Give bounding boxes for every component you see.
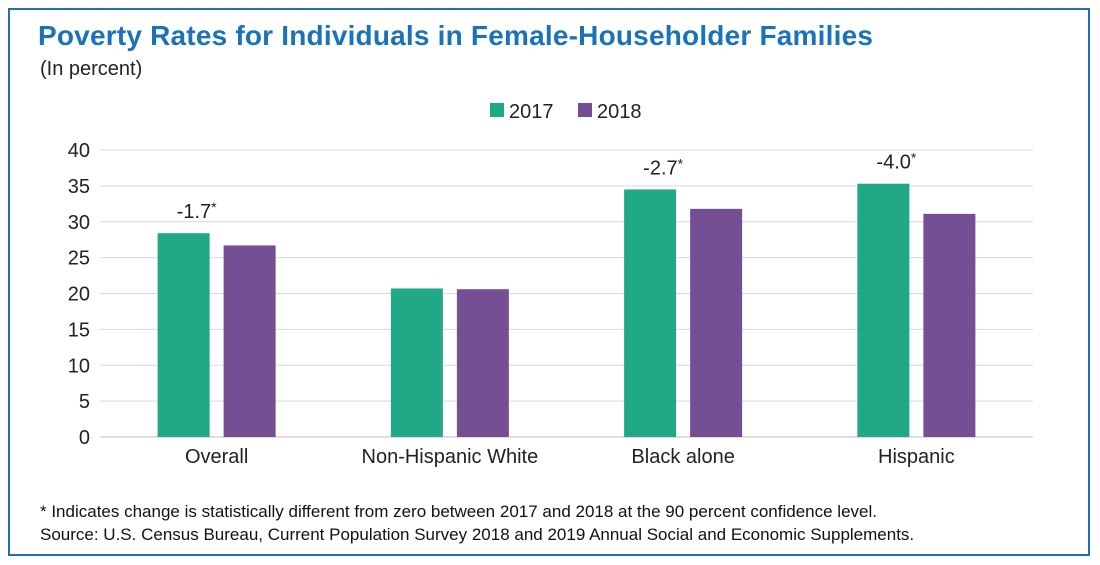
chart-notes: * Indicates change is statistically diff… [40, 500, 914, 546]
bar-2017-hispanic [857, 183, 910, 437]
bar-2017-overall [157, 233, 210, 437]
y-tick-label: 40 [68, 140, 90, 162]
y-tick-label: 25 [68, 248, 90, 270]
bar-layer [157, 183, 976, 437]
change-annotation: -1.7* [177, 199, 217, 223]
x-tick-label: Hispanic [878, 446, 955, 468]
change-annotation: -4.0* [876, 150, 916, 174]
y-tick-label: 30 [68, 212, 90, 234]
y-axis-ticks: 0 5 10 15 20 25 30 35 40 [68, 140, 90, 449]
legend-label-2017: 2017 [509, 101, 554, 123]
chart-title: Poverty Rates for Individuals in Female-… [38, 20, 874, 51]
bar-2018-non-hispanic-white [456, 289, 509, 437]
bar-2018-hispanic [923, 213, 976, 437]
bar-2017-non-hispanic-white [390, 288, 443, 437]
legend-swatch-2017 [490, 103, 504, 117]
y-tick-label: 10 [68, 355, 90, 377]
x-tick-label: Black alone [631, 446, 734, 468]
source-note: Source: U.S. Census Bureau, Current Popu… [40, 525, 915, 544]
x-tick-label: Overall [185, 446, 248, 468]
footnote: * Indicates change is statistically diff… [40, 502, 877, 521]
change-annotation: -2.7* [643, 155, 683, 179]
legend: 2017 2018 [490, 101, 642, 123]
annotation-layer: -1.7* -2.7* -4.0* [177, 150, 917, 224]
y-tick-label: 15 [68, 319, 90, 341]
x-tick-label: Non-Hispanic White [362, 446, 539, 468]
legend-label-2018: 2018 [597, 101, 642, 123]
chart-subtitle: (In percent) [40, 58, 143, 80]
legend-swatch-2018 [578, 103, 592, 117]
bar-2018-overall [223, 245, 276, 437]
bar-2018-black-alone [690, 208, 743, 437]
y-tick-label: 20 [68, 284, 90, 306]
y-tick-label: 35 [68, 176, 90, 198]
y-tick-label: 5 [79, 391, 90, 413]
bar-2017-black-alone [624, 189, 677, 437]
x-axis-labels: Overall Non-Hispanic White Black alone Hisp… [185, 446, 955, 468]
y-tick-label: 0 [79, 427, 90, 449]
